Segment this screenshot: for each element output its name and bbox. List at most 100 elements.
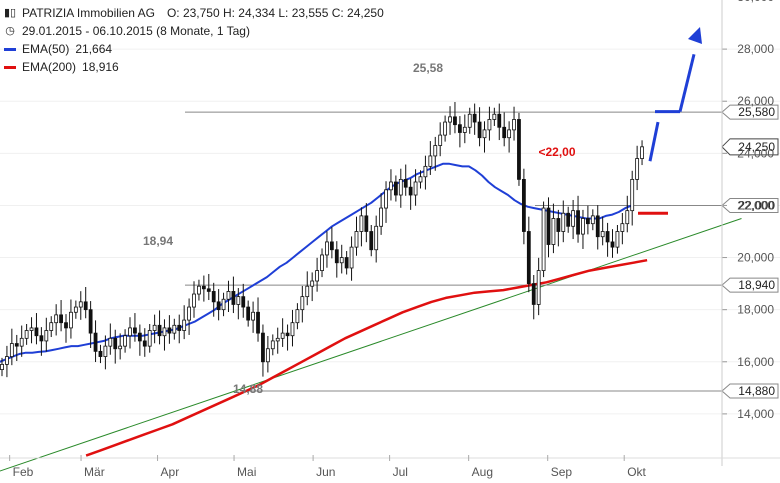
level-tag <box>721 277 779 293</box>
candle-body <box>566 212 571 227</box>
candle-body <box>507 129 512 139</box>
candle-body <box>157 324 162 337</box>
price-annotation: 25,58 <box>413 61 443 75</box>
x-tick-label: Mai <box>237 465 256 479</box>
last-price-label: 24,250 <box>738 140 775 154</box>
projection-arrow <box>648 27 702 162</box>
candle-body <box>546 207 551 245</box>
candle-body <box>453 116 457 126</box>
candle-body <box>54 314 59 324</box>
candle-body <box>246 306 251 321</box>
arrow-head-icon <box>688 27 702 44</box>
period-text: 29.01.2015 - 06.10.2015 (8 Monate, 1 Tag… <box>22 24 250 38</box>
level-tag-label: 14,880 <box>738 384 775 398</box>
x-tick-label: Sep <box>551 465 573 479</box>
ohlc-values: O: 23,750 H: 24,334 L: 23,555 C: 24,250 <box>166 6 384 20</box>
projection-segment <box>678 53 696 113</box>
candle-body <box>325 241 329 256</box>
candle-body <box>526 231 531 285</box>
candle-body <box>29 327 34 331</box>
candle-body <box>24 330 29 339</box>
candles <box>0 102 644 378</box>
candle-body <box>73 306 78 313</box>
candle-body <box>393 181 398 196</box>
x-axis: Feb Mär Apr Mai Jun Jul Aug Sep Okt <box>0 455 780 479</box>
y-tick-label: 22,000 <box>737 198 774 212</box>
candle-body <box>162 327 167 337</box>
instrument-name: PATRIZIA Immobilien AG <box>22 6 155 20</box>
candle-body <box>251 311 255 321</box>
candle-body <box>462 126 467 133</box>
candle-body <box>5 356 9 365</box>
projection-segment <box>648 121 660 162</box>
candle-body <box>374 225 379 251</box>
candle-body <box>521 178 526 232</box>
candle-body <box>172 324 177 334</box>
price-annotation: 18,94 <box>143 234 173 248</box>
candle-body <box>502 126 507 139</box>
candle-body <box>14 343 19 347</box>
candle-body <box>83 301 88 311</box>
x-tick-label: Aug <box>472 465 493 479</box>
candle-body <box>98 350 103 357</box>
candle-body <box>428 155 433 167</box>
candle-body <box>487 119 492 131</box>
candle-body <box>177 324 182 331</box>
candle-body <box>398 178 403 196</box>
candle-body <box>108 337 113 347</box>
candle-body <box>265 348 270 363</box>
candle-body <box>620 223 625 232</box>
candle-body <box>467 113 472 128</box>
candle-body <box>339 257 344 264</box>
candle-body <box>354 231 359 248</box>
x-tick-label: Jun <box>316 465 335 479</box>
candle-body <box>561 212 566 232</box>
candle-body <box>201 285 206 290</box>
candle-body <box>275 337 280 342</box>
ema50-swatch <box>4 47 16 51</box>
candle-body <box>182 319 187 331</box>
y-tick-label: 24,000 <box>737 146 774 160</box>
candle-body <box>551 218 556 245</box>
candle-body <box>403 178 408 188</box>
candle-body <box>615 231 620 248</box>
candle-body <box>408 186 413 196</box>
candle-body <box>19 337 24 347</box>
candle-body <box>39 335 44 342</box>
candle-body <box>221 298 226 311</box>
candle-body <box>315 270 320 282</box>
clock-icon: ◷ <box>5 25 15 37</box>
candle-body <box>226 291 231 300</box>
candle-body <box>369 231 374 251</box>
candle-body <box>576 210 580 235</box>
legend-instrument-row: ▮▯ PATRIZIA Immobilien AG O: 23,750 H: 2… <box>4 4 384 22</box>
candle-body <box>113 337 118 350</box>
candle-body <box>482 129 487 139</box>
ema200-swatch <box>4 65 16 69</box>
y-axis: 14,000 16,000 18,000 20,000 22,000 24,000 26,0… <box>721 0 774 466</box>
candle-body <box>133 327 137 334</box>
candle-body <box>69 311 73 329</box>
x-tick-label: Mär <box>84 465 105 479</box>
candle-body <box>216 301 221 311</box>
y-tick-label: 20,000 <box>737 251 774 265</box>
candle-body <box>349 246 354 269</box>
candle-body <box>44 330 49 342</box>
candle-body <box>640 146 644 159</box>
level-tag-label: 25,580 <box>738 105 775 119</box>
candlestick-icon: ▮▯ <box>4 7 17 19</box>
candle-body <box>187 306 191 321</box>
level-tag-label: 18,940 <box>738 278 775 292</box>
ema50-label: EMA(50) <box>22 42 70 56</box>
candle-body <box>448 116 452 123</box>
price-annotation: <22,00 <box>538 145 575 159</box>
candle-body <box>93 332 98 352</box>
candle-body <box>142 340 147 347</box>
candle-body <box>329 241 334 251</box>
candle-body <box>9 343 14 357</box>
ema200-label: EMA(200) <box>22 60 77 74</box>
candle-body <box>192 293 196 308</box>
candle-body <box>236 296 241 305</box>
y-tick-label: 30,000 <box>737 0 774 4</box>
candle-body <box>320 254 324 271</box>
